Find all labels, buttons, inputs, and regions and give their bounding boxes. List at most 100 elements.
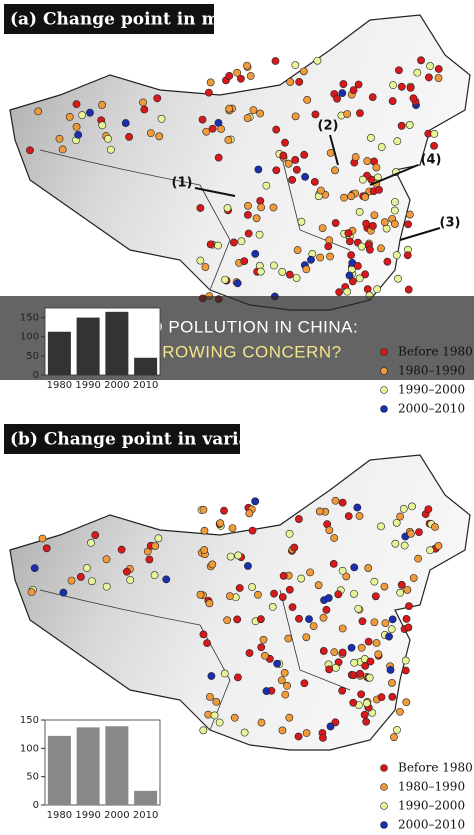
station-dot [244,229,253,238]
station-dot [257,643,266,652]
station-dot [91,531,100,539]
station-dot [358,175,367,184]
title-box [4,424,240,454]
station-dot [59,588,68,597]
banner-line: LAND POLLUTION IN CHINA: [116,317,359,336]
station-dot [233,279,242,288]
y-tick-label: 0 [33,800,39,811]
station-dot [397,580,406,589]
station-dot [377,244,385,253]
station-dot [233,615,242,624]
station-dot [331,663,340,672]
station-dot [212,697,221,706]
station-dot [389,81,398,90]
station-dot [278,267,287,276]
station-dot [331,166,339,175]
legend-swatch [380,348,388,356]
station-dot [272,125,281,134]
y-tick-label: 150 [20,715,39,726]
station-dot [284,159,293,168]
station-dot [434,542,443,550]
station-dot [397,121,406,130]
station-dot [154,534,163,543]
station-dot [303,95,312,104]
station-dot [196,590,205,599]
station-dot [367,133,375,142]
station-dot [78,111,87,120]
station-dot [397,82,406,91]
y-tick-label: 150 [20,313,39,324]
station-dot [245,649,254,657]
banner-line: A GROWING CONCERN? [132,342,341,361]
station-dot [319,613,328,622]
station-dot [380,218,389,227]
station-dot [374,650,383,659]
station-dot [140,105,149,114]
station-dot [331,496,340,505]
bar [47,331,71,375]
station-dot [342,572,351,581]
station-dot [294,515,303,523]
legend-label: 1990–2000 [398,799,465,813]
station-dot [377,693,386,702]
station-dot [343,110,352,118]
station-dot [364,564,373,572]
station-dot [375,186,383,194]
station-dot [390,220,399,228]
station-dot [224,136,233,144]
station-dot [404,285,413,294]
station-dot [339,80,348,88]
station-dot [413,68,422,77]
station-dot [261,651,269,660]
station-dot [207,672,216,680]
station-dot [277,676,286,685]
station-dot [208,124,217,133]
station-dot [362,699,371,708]
station-dot [347,643,356,652]
station-dot [225,592,234,601]
station-dot [273,659,282,668]
station-dot [200,546,209,554]
station-dot [396,707,404,716]
station-dot [244,201,252,210]
station-dot [204,710,213,719]
station-dot [286,78,295,86]
station-dot [295,78,304,86]
station-dot [157,114,166,123]
station-dot [354,604,363,613]
station-dot [283,681,291,690]
station-dot [150,571,159,580]
station-dot [353,262,362,270]
station-dot [388,693,397,701]
station-dot [246,72,255,80]
station-dot [122,567,131,576]
station-dot [345,271,354,280]
station-dot [225,104,234,113]
station-dot [252,214,261,223]
station-dot [217,125,225,133]
station-dot [372,163,381,172]
station-dot [285,529,294,538]
station-dot [322,605,331,614]
station-dot [55,134,64,143]
station-dot [344,512,353,521]
station-dot [330,648,339,657]
station-dot [399,504,408,513]
station-dot [243,114,252,122]
station-dot [223,204,232,212]
station-dot [201,263,210,271]
station-dot [67,576,76,585]
station-dot [302,265,311,274]
station-dot [361,193,370,201]
y-tick-label: 0 [33,370,39,381]
annotation-label: (4) [421,153,442,168]
station-dot [326,722,335,731]
station-dot [396,512,404,521]
x-tick-label: 1990 [75,810,100,821]
station-dot [87,538,95,547]
station-dot [391,539,400,548]
station-dot [226,552,235,561]
station-dot [234,551,243,560]
bar [134,357,158,375]
station-dot [434,65,443,73]
